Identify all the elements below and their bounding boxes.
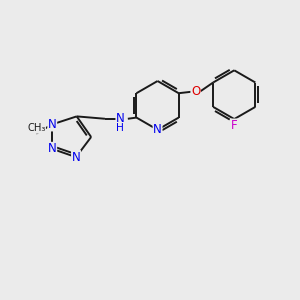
- Text: N: N: [153, 123, 162, 136]
- Text: N: N: [48, 118, 57, 131]
- Text: N: N: [48, 142, 57, 155]
- Text: CH₃: CH₃: [27, 123, 45, 133]
- Text: O: O: [191, 85, 200, 98]
- Text: H: H: [116, 123, 124, 133]
- Text: N: N: [116, 112, 125, 125]
- Text: F: F: [231, 119, 238, 132]
- Text: N: N: [72, 151, 80, 164]
